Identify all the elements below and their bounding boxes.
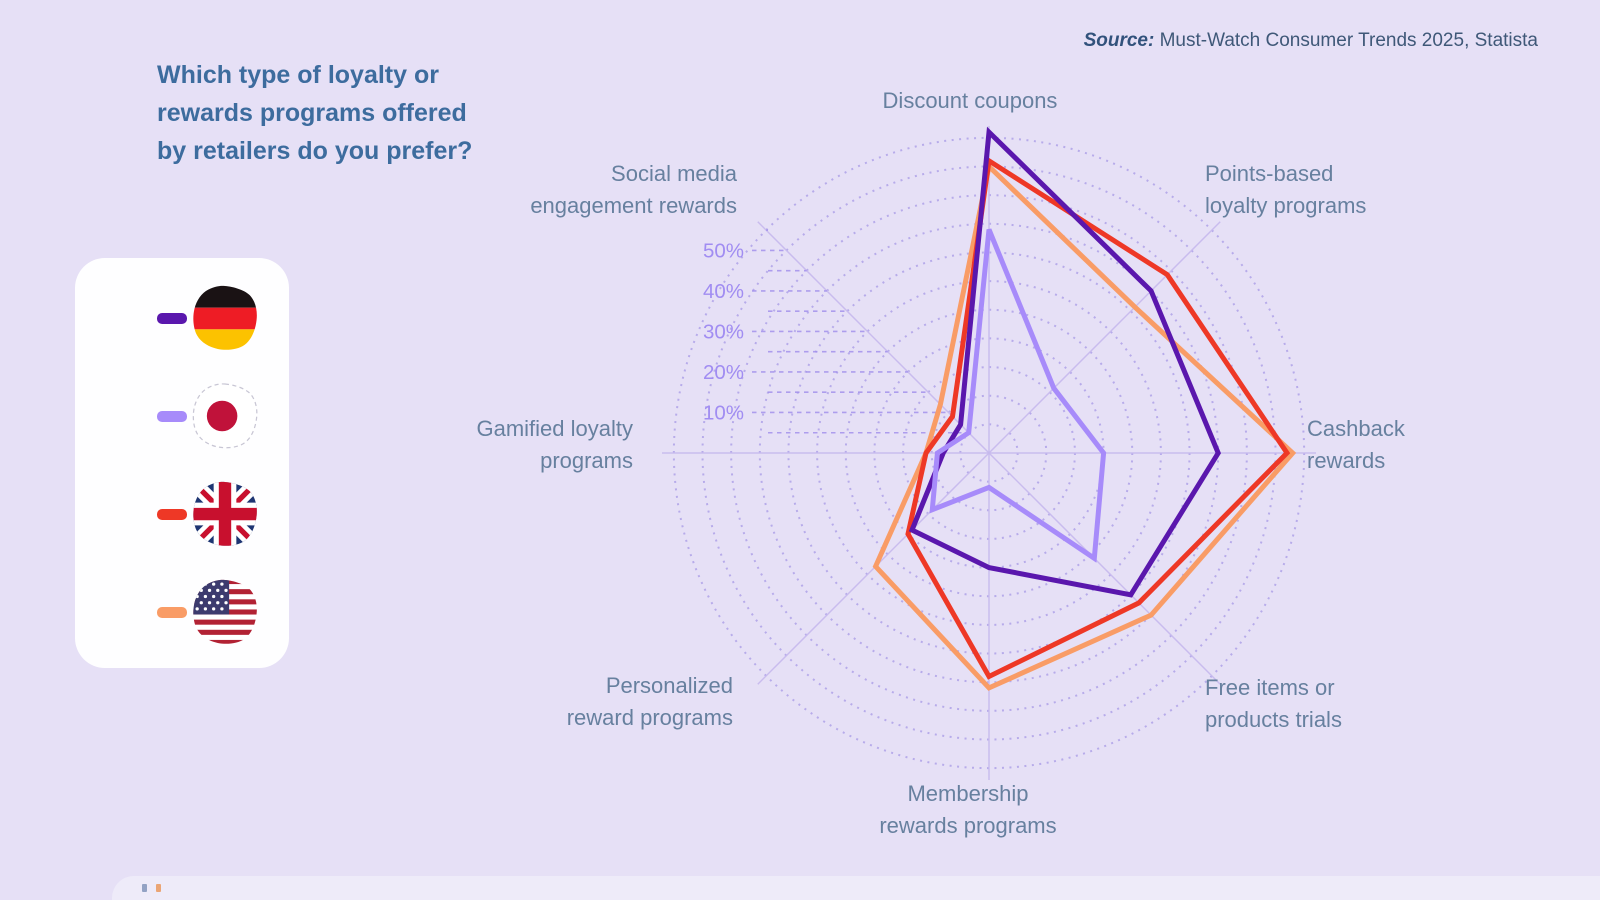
source-note: Source: Must-Watch Consumer Trends 2025,… — [1084, 30, 1538, 52]
legend-item-uk — [75, 465, 289, 563]
axis-label-social-media: Social media engagement rewards — [530, 161, 737, 218]
radar-series-united-kingdom — [905, 156, 1291, 680]
source-label: Source: — [1083, 30, 1155, 51]
axis-label-free-items: Free items or products trials — [1205, 675, 1342, 732]
radial-tick-label: 30% — [703, 320, 744, 343]
japan-flag-icon — [192, 383, 258, 449]
axis-label-points-based: Points-based loyalty programs — [1205, 161, 1367, 218]
radar-series-united-states — [872, 161, 1297, 691]
source-text: Must-Watch Consumer Trends 2025, Statist… — [1154, 30, 1538, 51]
axis-label-personalized: Personalized reward programs — [566, 673, 733, 730]
legend — [75, 258, 289, 668]
watermark-mark — [156, 884, 161, 892]
axis-label-membership: Membership rewards programs — [879, 781, 1057, 838]
radial-tick-label: 10% — [703, 401, 744, 424]
radar-series-japan — [929, 228, 1107, 563]
radial-tick-label: 40% — [703, 280, 744, 303]
germany-flag-icon — [193, 285, 257, 350]
legend-swatch-japan — [157, 410, 187, 422]
radar-series-germany — [908, 126, 1221, 598]
legend-item-germany — [75, 269, 289, 367]
legend-swatch-uk — [157, 508, 187, 520]
axis-label-discount-coupons: Discount coupons — [882, 88, 1058, 113]
us-flag-icon — [193, 579, 257, 644]
bottom-strip — [112, 876, 1600, 900]
legend-swatch-germany — [157, 312, 187, 324]
axis-label-cashback: Cashback rewards — [1307, 416, 1405, 473]
legend-item-japan — [75, 367, 289, 465]
title-line: Which type of loyalty or — [157, 61, 439, 89]
legend-swatch-us — [157, 606, 187, 618]
title-line: rewards programs offered — [157, 99, 467, 127]
axis-label-gamified: Gamified loyalty programs — [476, 416, 633, 473]
uk-flag-icon — [193, 481, 257, 546]
title-line: by retailers do you prefer? — [157, 137, 473, 165]
radial-tick-label: 50% — [703, 239, 744, 262]
radial-tick-label: 20% — [703, 361, 744, 384]
legend-item-us — [75, 563, 289, 661]
page-title: Which type of loyalty or rewards program… — [157, 56, 577, 170]
watermark-mark — [142, 884, 147, 892]
